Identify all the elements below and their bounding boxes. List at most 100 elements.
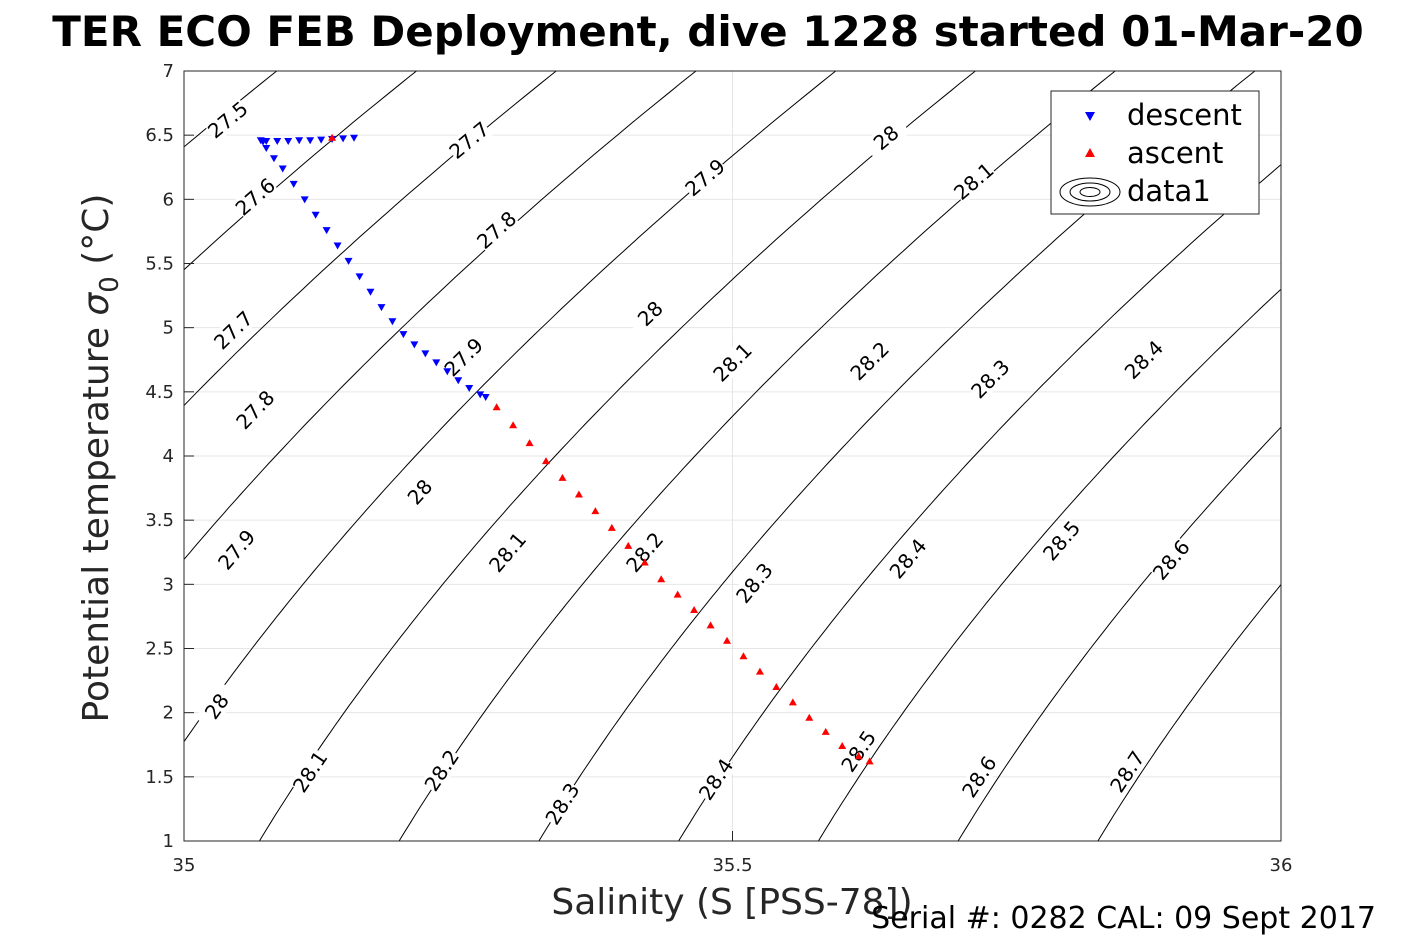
- contour-label-bg: [694, 754, 738, 804]
- contour-label: 27.8: [472, 206, 521, 254]
- descent-point: [443, 368, 452, 376]
- descent-point: [284, 137, 293, 145]
- contour-label-bg: [1106, 747, 1149, 797]
- contour-label-bg: [232, 386, 279, 434]
- contour-label-bg: [966, 355, 1014, 403]
- contour-label-bg: [885, 534, 931, 583]
- contour-label-bg: [1120, 336, 1168, 384]
- legend-ascent-label: ascent: [1127, 136, 1223, 170]
- contour-label-bg: [484, 528, 531, 577]
- contour-label-bg: [1148, 536, 1194, 584]
- x-axis-ticks: 35 35.5 36: [173, 831, 1292, 876]
- contour-label-bg: [445, 117, 494, 163]
- contour-label-bg: [949, 158, 998, 205]
- contour-label: 27.7: [209, 306, 258, 354]
- descent-point: [377, 304, 386, 312]
- descent-point: [300, 196, 309, 204]
- ascent-point: [838, 742, 847, 750]
- descent-point: [278, 165, 287, 173]
- contour-label: 28.1: [484, 528, 531, 577]
- contour-line: [184, 71, 697, 561]
- figure-title: TER ECO FEB Deployment, dive 1228 starte…: [52, 7, 1363, 56]
- descent-point: [421, 350, 430, 358]
- legend-box: [1050, 90, 1260, 215]
- ascent-point: [723, 636, 732, 644]
- contour-label-bg: [626, 290, 674, 337]
- contour-label-bg: [1038, 516, 1085, 565]
- descent-point: [256, 137, 265, 145]
- contour-line: [817, 288, 1281, 841]
- contour-label: 28.5: [1038, 516, 1085, 565]
- ascent-point: [640, 558, 649, 566]
- contour-label-bg: [846, 337, 894, 385]
- y-tick-label: 3.5: [145, 510, 174, 531]
- contour-label-bg: [214, 525, 260, 574]
- ascent-point: [821, 727, 830, 735]
- contour-label-bg: [396, 468, 443, 516]
- ascent-point: [854, 752, 863, 760]
- y-axis-label-text: Potential temperature: [76, 316, 117, 723]
- descent-point: [311, 211, 320, 219]
- y-tick-label: 1: [163, 831, 174, 852]
- contour-label: 27.8: [231, 385, 279, 434]
- contour-label-bg: [195, 681, 239, 731]
- contour-label: 28.3: [540, 779, 584, 829]
- ascent-point: [542, 457, 551, 465]
- descent-point: [273, 137, 282, 145]
- contour-line: [1097, 583, 1281, 841]
- descent-point: [476, 391, 485, 399]
- y-axis-ticks: 1 1.5 2 2.5 3 3.5 4 4.5 5 5.5 6 6.5 7: [145, 61, 194, 852]
- descent-point: [344, 257, 353, 265]
- contour-label-bg: [541, 779, 584, 829]
- descent-point: [366, 288, 375, 296]
- x-tick-label: 35.5: [712, 855, 752, 876]
- contour-label-bg: [209, 307, 257, 354]
- contour-label-bg: [958, 752, 1001, 802]
- y-tick-label: 1.5: [145, 767, 174, 788]
- descent-point: [350, 134, 359, 142]
- ascent-point: [607, 523, 616, 531]
- ascent-point: [574, 490, 583, 498]
- contour-label-bg: [862, 115, 911, 161]
- contour-label: 28.7: [1105, 746, 1150, 796]
- ascent-point: [755, 667, 764, 675]
- descent-point: [322, 227, 331, 235]
- descent-point: [333, 242, 342, 250]
- y-tick-label: 6.5: [145, 125, 174, 146]
- ascent-point: [739, 652, 748, 660]
- ascent-point: [706, 621, 715, 629]
- descent-point: [481, 393, 490, 401]
- contour-label-bg: [622, 528, 668, 577]
- contour-label: 28.6: [1148, 535, 1195, 585]
- contour-label: 28.4: [884, 534, 931, 584]
- ascent-point: [492, 403, 501, 411]
- contour-label: 28.2: [845, 337, 894, 385]
- descent-point: [465, 384, 474, 392]
- legend-descent-marker: [1085, 112, 1095, 121]
- contour-label-bg: [837, 726, 881, 776]
- legend-descent-label: descent: [1127, 98, 1242, 132]
- descent-point: [399, 331, 408, 339]
- y-tick-label: 7: [163, 61, 174, 82]
- descent-point: [262, 145, 271, 152]
- ascent-point: [788, 698, 797, 706]
- x-tick-label: 35: [173, 855, 196, 876]
- y-tick-label: 4.5: [145, 382, 174, 403]
- descent-point: [295, 137, 304, 145]
- descent-point: [410, 341, 419, 349]
- y-axis-label: Potential temperature σ0 (°C): [76, 194, 125, 723]
- y-tick-label: 5.5: [145, 254, 174, 275]
- descent-point: [317, 136, 326, 144]
- contour-label-bg: [420, 746, 464, 795]
- contour-label: 28.3: [966, 355, 1014, 404]
- contour-line: [184, 71, 557, 407]
- contour-label-bg: [709, 339, 756, 386]
- descent-point: [355, 273, 364, 281]
- contour-label: 28.4: [1120, 336, 1169, 384]
- contour-label-bg: [731, 559, 777, 607]
- contour-label: 28.1: [288, 747, 333, 797]
- y-tick-label: 4: [163, 446, 174, 467]
- contour-label: 27.6: [231, 173, 280, 220]
- contour-label-bg: [288, 747, 332, 797]
